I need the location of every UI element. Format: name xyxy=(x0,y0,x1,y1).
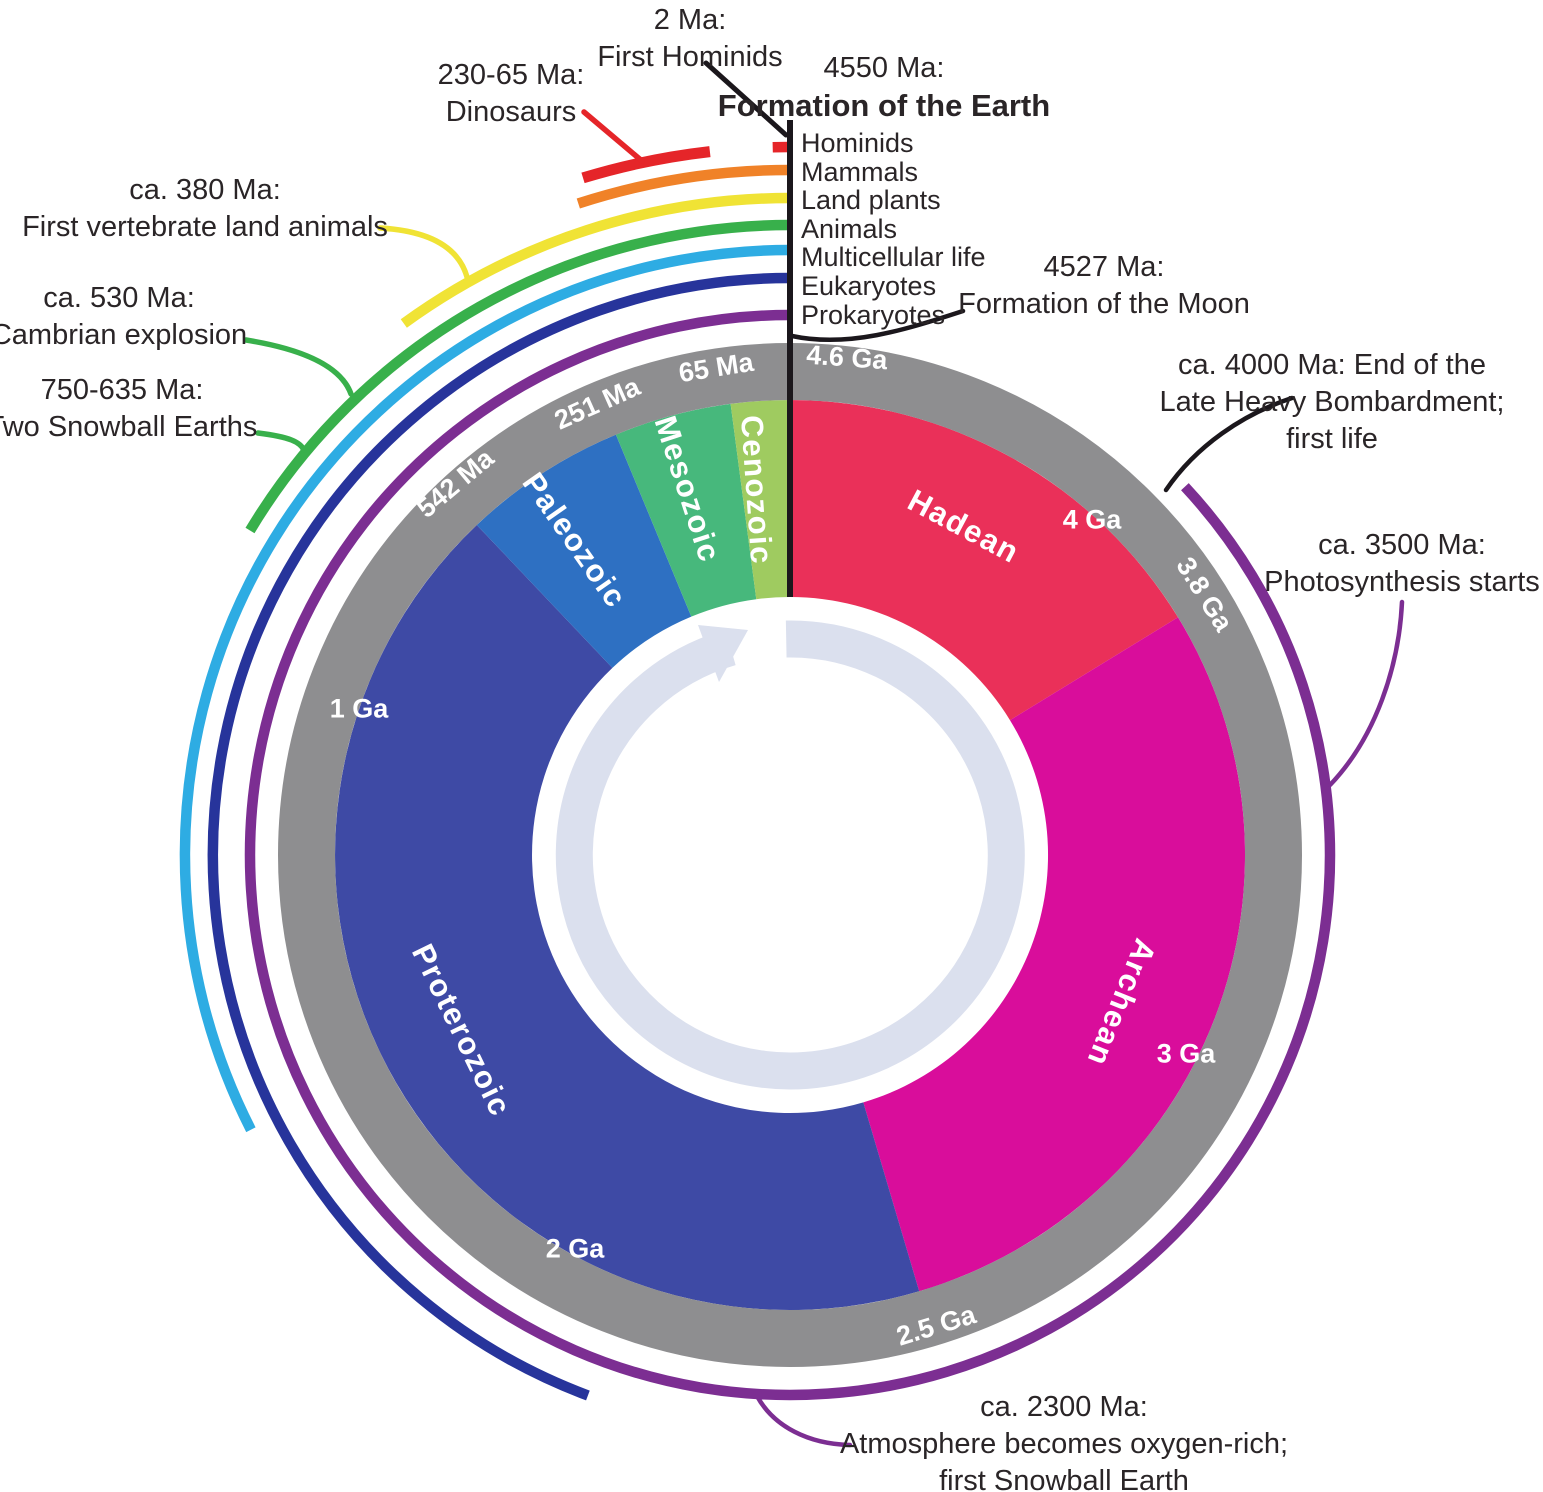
ring-label-3-ga: 3 Ga xyxy=(1157,1038,1217,1068)
annotation-line: 230-65 Ma: xyxy=(437,59,585,91)
annotation-line: ca. 3500 Ma: xyxy=(1318,529,1486,561)
annotation-line: ca. 530 Ma: xyxy=(43,282,195,314)
legend-item-multicellular: Multicellular life xyxy=(801,242,986,273)
annotation-line: first life xyxy=(1286,423,1378,455)
era-wedge-hadean xyxy=(790,400,1178,721)
legend-item-prokaryotes: Prokaryotes xyxy=(801,299,946,330)
annotation-line: First Hominids xyxy=(597,41,783,73)
life-arc-land-plants xyxy=(400,192,790,328)
annotation-formation-moon: 4527 Ma: Formation of the Moon xyxy=(958,249,1250,323)
annotation-line: Two Snowball Earths xyxy=(0,411,258,443)
life-arc-animals xyxy=(245,219,790,534)
legend-item-eukaryotes: Eukaryotes xyxy=(801,270,937,301)
annotation-line: Formation of the Moon xyxy=(958,288,1250,320)
annotation-line: ca. 2300 Ma: xyxy=(980,1391,1148,1423)
annotation-line: 4550 Ma: xyxy=(823,52,945,84)
annotation-cambrian-explosion: ca. 530 Ma: Cambrian explosion xyxy=(0,280,247,354)
annotation-photosynthesis: ca. 3500 Ma: Photosynthesis starts xyxy=(1264,527,1540,601)
annotation-line: 2 Ma: xyxy=(653,4,727,36)
pointer-dinosaurs xyxy=(581,109,645,164)
pointer-late-heavy-bombardment xyxy=(1163,395,1295,493)
annotation-line: Photosynthesis starts xyxy=(1264,566,1540,598)
annotation-oxygen-atmosphere: ca. 2300 Ma: Atmosphere becomes oxygen-r… xyxy=(840,1389,1288,1492)
life-arc-eukaryotes xyxy=(207,272,790,1401)
annotation-formation-earth: 4550 Ma: Formation of the Earth xyxy=(718,50,1050,124)
ring-label-4-6-ga: 4.6 Ga xyxy=(805,340,889,376)
annotation-line: Formation of the Earth xyxy=(717,88,1051,123)
annotation-line: First vertebrate land animals xyxy=(22,211,388,243)
era-wedge-paleozoic xyxy=(476,434,692,668)
pointer-first-vertebrates xyxy=(377,225,470,280)
legend-item-mammals: Mammals xyxy=(801,156,919,187)
era-wedge-archean xyxy=(863,617,1246,1292)
ring-label-1-ga: 1 Ga xyxy=(330,693,390,723)
life-arc-dinosaurs xyxy=(581,146,711,184)
cycle-arrow-head-icon xyxy=(698,625,748,682)
legend-item-land-plants: Land plants xyxy=(801,185,941,216)
cycle-arrow-band xyxy=(555,620,1025,1090)
life-arc-multicellular-life xyxy=(179,244,790,1133)
era-wedge-mesozoic xyxy=(615,403,757,617)
annotation-line: Late Heavy Bombardment; xyxy=(1159,386,1505,418)
pointer-snowball-earths xyxy=(255,430,307,453)
annotation-dinosaurs: 230-65 Ma: Dinosaurs xyxy=(438,57,585,131)
annotation-line: ca. 380 Ma: xyxy=(129,174,281,206)
annotation-line: first Snowball Earth xyxy=(939,1465,1189,1492)
era-wedge-cenozoic xyxy=(730,400,790,600)
annotation-line: 750-635 Ma: xyxy=(40,374,204,406)
annotation-line: 4527 Ma: xyxy=(1043,251,1165,283)
life-arc-prokaryotes xyxy=(244,309,1336,1401)
ring-label-2-ga: 2 Ga xyxy=(546,1233,606,1263)
annotation-line: Dinosaurs xyxy=(445,96,577,128)
legend-item-animals: Animals xyxy=(801,213,898,244)
pointer-cambrian-explosion xyxy=(243,337,354,397)
annotation-line: Atmosphere becomes oxygen-rich; xyxy=(839,1428,1289,1460)
legend-item-hominids: Hominids xyxy=(801,128,914,158)
pointer-first-hominids xyxy=(703,60,789,138)
pointer-photosynthesis xyxy=(1327,599,1405,788)
annotation-first-hominids: 2 Ma: First Hominids xyxy=(597,2,782,76)
annotation-line: Cambrian explosion xyxy=(0,319,248,351)
life-arc-mammals xyxy=(576,164,790,209)
ring-label-4-ga: 4 Ga xyxy=(1063,504,1123,534)
era-wedge-proterozoic xyxy=(335,525,920,1311)
life-arc-legend: Hominids Mammals Land plants Animals Mul… xyxy=(801,129,986,329)
annotation-first-vertebrates: ca. 380 Ma: First vertebrate land animal… xyxy=(22,172,388,246)
annotation-line: ca. 4000 Ma: End of the xyxy=(1178,349,1486,381)
annotation-snowball-earths: 750-635 Ma: Two Snowball Earths xyxy=(0,372,257,446)
annotation-late-heavy-bombardment: ca. 4000 Ma: End of the Late Heavy Bomba… xyxy=(1160,347,1505,458)
pointer-oxygen-atmosphere xyxy=(754,1393,853,1448)
pointer-formation-moon xyxy=(789,308,966,343)
